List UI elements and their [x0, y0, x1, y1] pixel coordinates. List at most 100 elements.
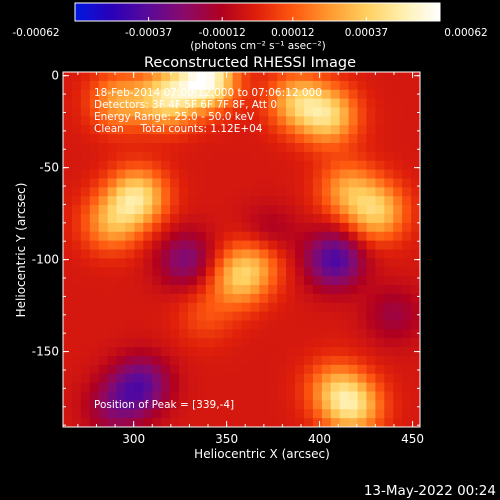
- heatmap-cell: [330, 249, 341, 259]
- heatmap-cell: [250, 151, 260, 162]
- heatmap-cell: [125, 258, 136, 268]
- heatmap-cell: [125, 329, 136, 339]
- heatmap-cell: [107, 80, 118, 91]
- heatmap-cell: [277, 293, 287, 304]
- heatmap-cell: [277, 205, 287, 215]
- heatmap-cell: [241, 329, 252, 339]
- heatmap-cell: [366, 143, 376, 153]
- heatmap-cell: [161, 134, 171, 144]
- heatmap-cell: [348, 169, 359, 180]
- heatmap-cell: [71, 356, 82, 366]
- heatmap-cell: [80, 285, 91, 295]
- heatmap-cell: [63, 311, 73, 322]
- heatmap-cell: [80, 72, 91, 82]
- heatmap-cell: [232, 214, 243, 224]
- heatmap-cell: [63, 205, 73, 215]
- heatmap-cell: [80, 231, 91, 242]
- heatmap-cell: [393, 196, 403, 206]
- heatmap-cell: [214, 222, 225, 233]
- heatmap-cell: [134, 409, 144, 419]
- heatmap-cell: [71, 143, 82, 153]
- heatmap-cell: [179, 72, 189, 82]
- heatmap-cell: [152, 80, 162, 91]
- heatmap-cell: [277, 80, 287, 91]
- heatmap-cell: [411, 151, 420, 162]
- heatmap-cell: [366, 391, 376, 401]
- heatmap-cell: [71, 347, 82, 357]
- heatmap-cell: [277, 364, 287, 375]
- heatmap-cell: [321, 400, 332, 410]
- heatmap-cell: [286, 400, 296, 410]
- heatmap-cell: [330, 222, 341, 233]
- heatmap-cell: [402, 107, 412, 117]
- heatmap-cell: [214, 134, 225, 144]
- heatmap-cell: [71, 391, 82, 401]
- heatmap-cell: [357, 160, 368, 171]
- heatmap-cell: [357, 400, 368, 410]
- heatmap-cell: [71, 205, 82, 215]
- heatmap-cell: [143, 80, 153, 91]
- heatmap-cell: [161, 276, 171, 286]
- heatmap-cell: [63, 178, 73, 188]
- heatmap-cell: [348, 338, 359, 348]
- heatmap-cell: [143, 240, 153, 251]
- heatmap-cell: [134, 258, 144, 268]
- heatmap-cell: [214, 80, 225, 91]
- heatmap-cell: [402, 160, 412, 171]
- heatmap-cell: [161, 116, 171, 126]
- heatmap-cell: [170, 178, 180, 188]
- heatmap-cell: [179, 151, 189, 162]
- heatmap-cell: [98, 258, 109, 268]
- heatmap-cell: [348, 240, 359, 251]
- heatmap-cell: [312, 338, 323, 348]
- heatmap-cell: [63, 187, 73, 197]
- heatmap-cell: [402, 98, 412, 109]
- heatmap-cell: [223, 178, 234, 188]
- heatmap-cell: [366, 98, 376, 109]
- heatmap-cell: [196, 196, 207, 206]
- heatmap-cell: [286, 276, 296, 286]
- heatmap-cell: [223, 311, 234, 322]
- heatmap-cell: [330, 302, 341, 313]
- heatmap-cell: [80, 169, 91, 180]
- heatmap-cell: [63, 196, 73, 206]
- heatmap-cell: [330, 231, 341, 242]
- heatmap-cell: [241, 373, 252, 384]
- heatmap-cell: [312, 276, 323, 286]
- heatmap-cell: [214, 400, 225, 410]
- heatmap-cell: [250, 302, 260, 313]
- heatmap-cell: [411, 329, 420, 339]
- heatmap-cell: [179, 178, 189, 188]
- heatmap-cell: [330, 196, 341, 206]
- heatmap-cell: [143, 169, 153, 180]
- heatmap-cell: [80, 409, 91, 419]
- heatmap-cell: [143, 143, 153, 153]
- heatmap-cell: [241, 267, 252, 277]
- heatmap-cell: [277, 418, 287, 427]
- heatmap-cell: [179, 249, 189, 259]
- heatmap-cell: [330, 382, 341, 393]
- heatmap-cell: [63, 134, 73, 144]
- heatmap-cell: [125, 80, 136, 91]
- heatmap-cell: [71, 329, 82, 339]
- heatmap-cell: [259, 311, 269, 322]
- heatmap-cell: [107, 409, 118, 419]
- heatmap-cell: [98, 347, 109, 357]
- heatmap-cell: [223, 160, 234, 171]
- heatmap-cell: [384, 169, 394, 180]
- heatmap-cell: [205, 347, 216, 357]
- heatmap-cell: [107, 134, 118, 144]
- heatmap-cell: [312, 125, 323, 135]
- heatmap-cell: [321, 169, 332, 180]
- heatmap-cell: [152, 409, 162, 419]
- heatmap-cell: [286, 80, 296, 91]
- heatmap-cell: [366, 116, 376, 126]
- heatmap-cell: [152, 72, 162, 82]
- heatmap-cell: [259, 240, 269, 251]
- heatmap-cell: [223, 320, 234, 330]
- heatmap-cell: [214, 267, 225, 277]
- heatmap-cell: [321, 72, 332, 82]
- heatmap-cell: [134, 89, 144, 100]
- heatmap-cell: [259, 231, 269, 242]
- heatmap-cell: [330, 125, 341, 135]
